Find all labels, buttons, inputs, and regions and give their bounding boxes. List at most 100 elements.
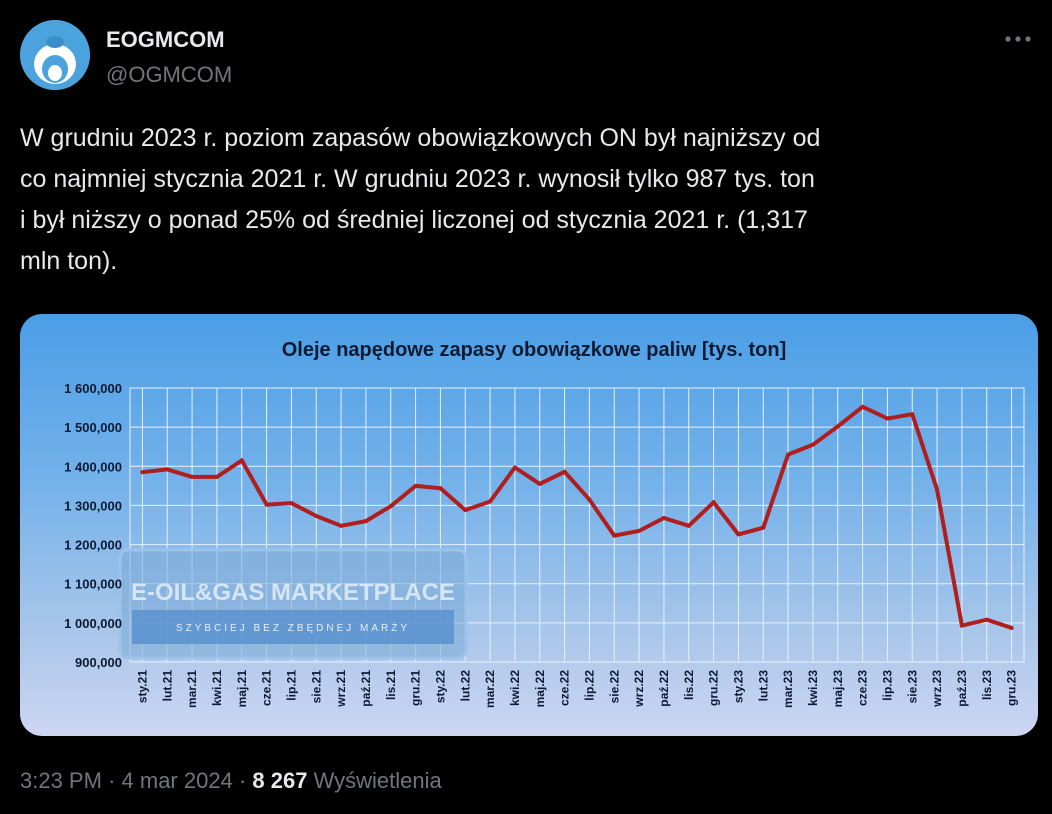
x-tick-label: sty.22 [433,670,447,703]
data-point [413,483,418,488]
data-point [686,523,691,528]
y-tick-label: 1 000,000 [64,616,122,631]
x-tick-label: gru.23 [1005,670,1019,706]
tweet-time[interactable]: 3:23 PM [20,768,102,793]
more-button[interactable] [1000,24,1036,54]
data-point [140,470,145,475]
x-tick-label: sie.22 [607,670,621,704]
y-tick-label: 1 200,000 [64,538,122,553]
data-point [711,500,716,505]
x-tick-label: mar.23 [781,670,795,708]
chart-image[interactable]: Oleje napędowe zapasy obowiązkowe paliw … [20,314,1038,736]
tweet-text-line: i był niższy o ponad 25% od średniej lic… [20,206,808,234]
data-point [463,508,468,513]
data-point [239,458,244,463]
data-point [512,465,517,470]
y-tick-label: 1 400,000 [64,459,122,474]
x-tick-label: paź.21 [359,670,373,707]
data-point [190,474,195,479]
data-point [438,486,443,491]
watermark-name: E-OIL&GAS MARKETPLACE [131,579,455,606]
data-point [214,474,219,479]
y-tick-label: 1 600,000 [64,381,122,396]
tweet-footer: 3:23 PM · 4 mar 2024 · 8 267 Wyświetleni… [20,768,442,794]
x-tick-label: wrz.23 [930,670,944,708]
tweet-text-line: W grudniu 2023 r. poziom zapasów obowiąz… [20,124,821,152]
x-tick-label: sie.21 [309,670,323,704]
x-tick-label: mar.21 [185,670,199,708]
x-tick-label: lip.23 [880,670,894,701]
y-tick-label: 1 100,000 [64,577,122,592]
x-axis-ticks: sty.21 lut.21 mar.21 kwi.21 maj.21 cze.21 lip.… [135,670,1018,708]
x-tick-label: kwi.21 [210,670,224,706]
data-point [562,469,567,474]
data-point [587,497,592,502]
data-point [885,416,890,421]
x-tick-label: paź.22 [657,670,671,707]
x-tick-label: lis.22 [682,670,696,700]
y-tick-label: 1 500,000 [64,420,122,435]
data-point [761,525,766,530]
x-tick-label: gru.21 [409,670,423,706]
author-name[interactable]: EOGMCOM [106,27,225,52]
logo-icon [20,20,90,90]
tweet-text-line: co najmniej stycznia 2021 r. W grudniu 2… [20,165,815,193]
more-dots-icon [1005,36,1031,42]
x-tick-label: cze.21 [260,670,274,706]
avatar[interactable] [20,20,90,90]
data-point [661,515,666,520]
data-point [289,501,294,506]
data-point [363,519,368,524]
tweet-text-line: mln ton). [20,247,118,275]
x-tick-label: maj.23 [831,670,845,708]
x-tick-label: sty.21 [135,670,149,703]
series-line [140,404,1014,630]
data-point [488,499,493,504]
data-point [537,481,542,486]
data-point [339,523,344,528]
y-tick-label: 900,000 [75,655,122,670]
x-tick-label: lut.21 [160,670,174,702]
x-tick-label: gru.22 [707,670,721,706]
watermark-tagline: SZYBCIEJ BEZ ZBĘDNEJ MARŻY [176,621,410,634]
separator-dot: · [238,768,253,793]
x-tick-label: lip.22 [582,670,596,701]
x-tick-label: kwi.22 [508,670,522,706]
author-handle[interactable]: @OGMCOM [106,62,233,87]
tweet-date[interactable]: 4 mar 2024 [121,768,233,793]
views-count: 8 267 [252,768,308,793]
data-point [388,504,393,509]
data-point [935,487,940,492]
x-tick-label: maj.21 [235,670,249,708]
tweet-text: W grudniu 2023 r. poziom zapasów obowiąz… [20,118,1030,282]
x-tick-label: paź.23 [955,670,969,707]
y-tick-label: 1 300,000 [64,498,122,513]
line-chart: Oleje napędowe zapasy obowiązkowe paliw … [64,339,1025,708]
data-point [165,467,170,472]
x-tick-label: lis.23 [980,670,994,700]
x-tick-label: lis.21 [384,670,398,700]
data-point [736,532,741,537]
x-tick-label: sty.23 [731,670,745,703]
data-point [860,404,865,409]
data-point [959,623,964,628]
views-label: Wyświetlenia [313,768,442,793]
data-point [264,502,269,507]
data-point [314,513,319,518]
data-point [984,617,989,622]
x-tick-label: kwi.23 [806,670,820,706]
data-point [810,442,815,447]
x-tick-label: sie.23 [905,670,919,704]
data-point [637,528,642,533]
x-tick-label: lut.22 [458,670,472,702]
x-tick-label: cze.23 [856,670,870,706]
x-tick-label: maj.22 [533,670,547,708]
x-tick-label: lut.23 [756,670,770,702]
x-tick-label: wrz.22 [632,670,646,708]
data-point [612,533,617,538]
watermark: E-OIL&GAS MARKETPLACE SZYBCIEJ BEZ ZBĘDN… [118,548,468,660]
data-point [786,452,791,457]
chart-title: Oleje napędowe zapasy obowiązkowe paliw … [282,339,787,361]
data-point [1009,625,1014,630]
data-point [910,412,915,417]
